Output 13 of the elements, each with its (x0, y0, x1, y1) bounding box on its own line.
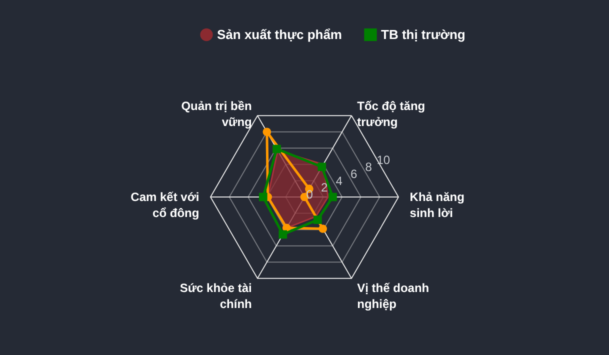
y-tick-label: 6 (350, 166, 358, 181)
legend-label: Sản xuất thực phẩm (217, 26, 342, 42)
spoke-label: Vị thế doanh nghiệp (357, 281, 430, 312)
spoke-label: Sức khỏe tài chính (180, 281, 252, 312)
spoke-label: Tốc độ tăng trưởng (357, 98, 426, 129)
spoke-label: Cam kết với cổ đông (130, 190, 200, 220)
spoke-label: Khả năng sinh lời (410, 190, 464, 220)
spoke-label: Quản trị bền vững (181, 98, 252, 129)
y-tick-label: 10 (376, 153, 390, 168)
y-tick-label: 8 (365, 160, 372, 174)
y-tick-label: 2 (321, 180, 328, 195)
y-tick-label: 4 (336, 174, 343, 188)
legend-label: TB thị trường (381, 26, 466, 42)
